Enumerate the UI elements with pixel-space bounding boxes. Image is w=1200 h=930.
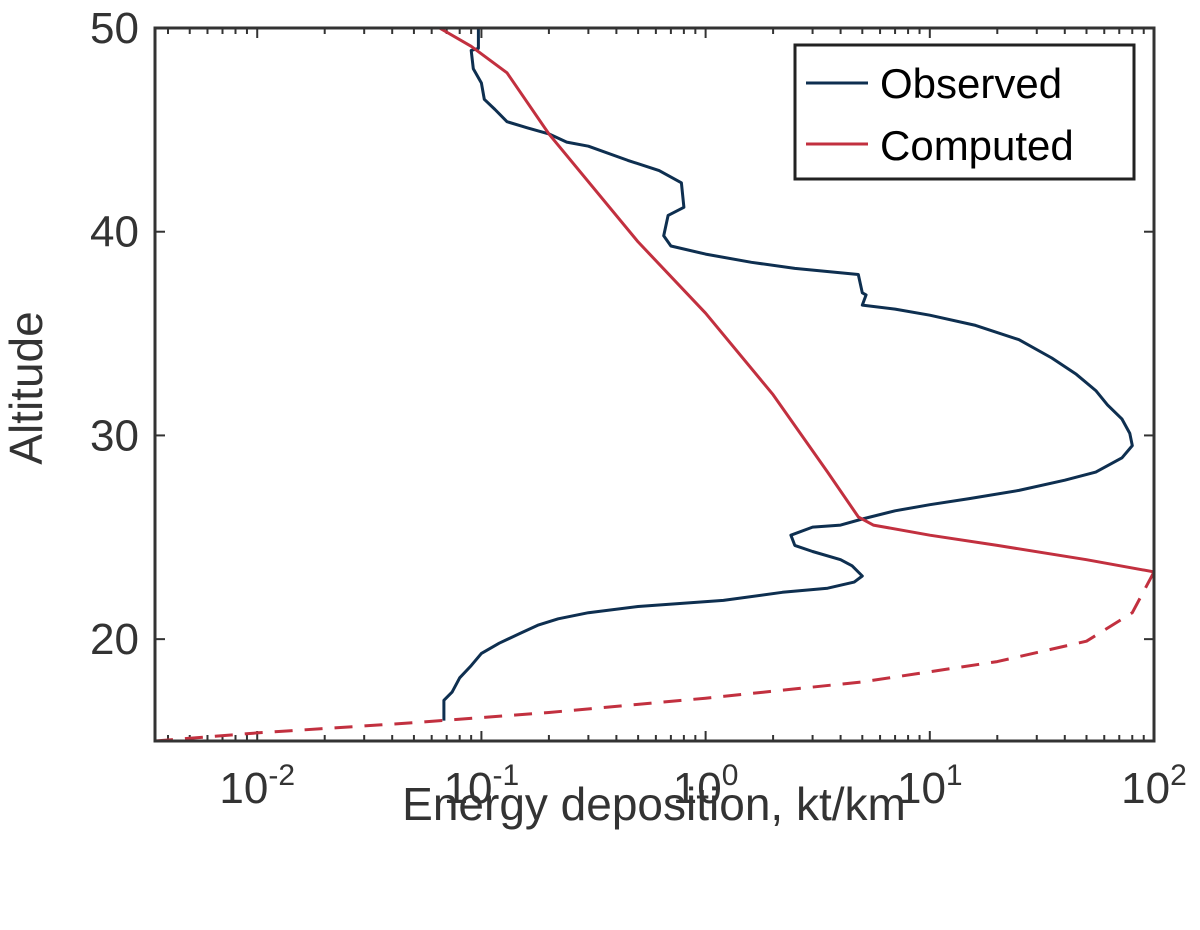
y-axis-title: Altitude: [0, 311, 52, 464]
legend-label-observed: Observed: [880, 60, 1062, 107]
series-line-observed: [442, 28, 1134, 721]
y-tick-label: 40: [90, 208, 139, 257]
legend-label-computed: Computed: [880, 122, 1074, 169]
series-line-computed-extension: [155, 571, 1154, 741]
y-tick-label: 30: [90, 411, 139, 460]
x-tick-label: 10-2: [219, 759, 295, 813]
x-tick-label: 10-1: [444, 759, 520, 813]
y-tick-label: 50: [90, 4, 139, 53]
legend: Observed Computed: [793, 43, 1136, 181]
y-tick-label: 20: [90, 615, 139, 664]
x-tick-label: 102: [1121, 759, 1187, 813]
x-tick-label: 101: [897, 759, 963, 813]
x-axis-title: Energy deposition, kt/km: [402, 778, 906, 830]
tick-labels: 20 30 40 50 10-2 10-1 100 101 102: [90, 4, 1187, 813]
data-series: [155, 28, 1154, 741]
plot-frame: [153, 26, 1156, 743]
series-line-computed: [438, 28, 1154, 574]
x-tick-label: 100: [673, 759, 739, 813]
legend-box: [793, 43, 1136, 181]
